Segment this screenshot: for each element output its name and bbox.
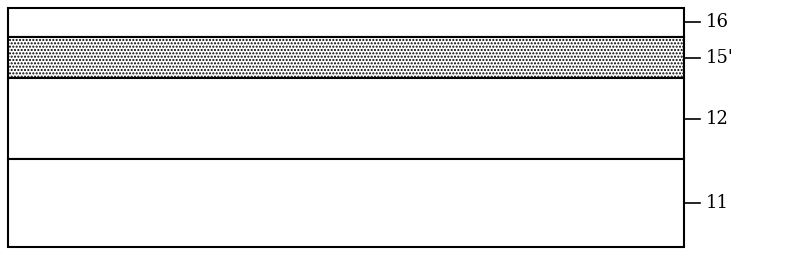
Text: 11: 11 — [706, 194, 729, 212]
Bar — [8, 8, 684, 37]
Text: 15': 15' — [706, 49, 734, 67]
Text: 12: 12 — [706, 110, 729, 128]
Text: 16: 16 — [706, 13, 729, 31]
Bar — [8, 37, 684, 78]
Bar — [8, 78, 684, 159]
Bar — [8, 159, 684, 247]
